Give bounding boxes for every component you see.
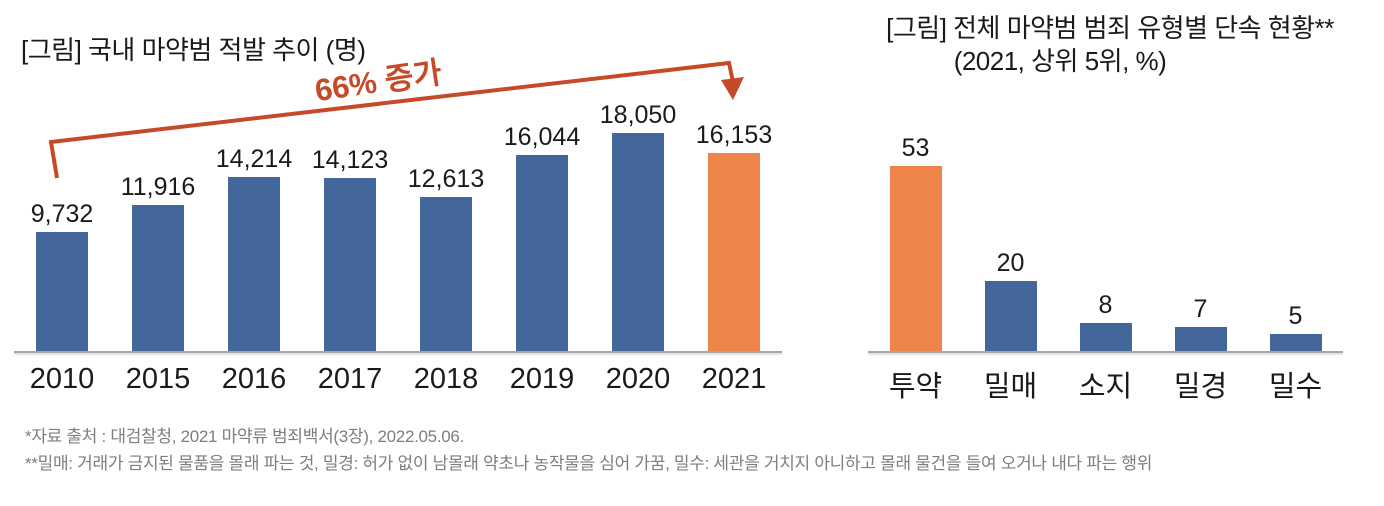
bar-value-label: 11,916 bbox=[120, 173, 196, 201]
x-axis-label: 2017 bbox=[317, 363, 383, 395]
x-axis-label: 2020 bbox=[605, 363, 671, 395]
x-axis-label: 밀수 bbox=[1268, 371, 1323, 403]
bar-group: 53 bbox=[868, 133, 963, 351]
bar-밀수 bbox=[1269, 334, 1322, 351]
right-chart-x-axis: 투약 밀매 소지 밀경 밀수 bbox=[868, 353, 1343, 405]
bar-value-label: 16,153 bbox=[695, 121, 773, 149]
x-axis-label: 2016 bbox=[221, 363, 287, 395]
bar-value-label: 14,123 bbox=[311, 146, 389, 174]
bar-group: 14,214 bbox=[206, 100, 302, 351]
bar-group: 7 bbox=[1153, 133, 1248, 351]
bar-group: 12,613 bbox=[398, 100, 494, 351]
bar-value-label: 20 bbox=[996, 249, 1025, 277]
bar-2010 bbox=[36, 232, 88, 351]
bar-밀매 bbox=[984, 281, 1037, 351]
x-axis-label: 투약 bbox=[888, 371, 943, 403]
left-chart-title: [그림] 국내 마약범 적발 추이 (명) bbox=[21, 34, 366, 65]
x-axis-label: 밀매 bbox=[983, 371, 1038, 403]
footnotes: *자료 출처 : 대검찰청, 2021 마약류 범죄백서(3장), 2022.0… bbox=[25, 423, 1152, 477]
right-chart-title-line1: [그림] 전체 마약범 범죄 유형별 단속 현황** bbox=[886, 13, 1334, 43]
right-chart-bars: 53 20 8 7 5 bbox=[868, 133, 1343, 353]
x-axis-label: 소지 bbox=[1078, 371, 1133, 403]
x-axis-label: 2015 bbox=[125, 363, 191, 395]
bar-value-label: 5 bbox=[1288, 302, 1303, 330]
x-axis-label: 2010 bbox=[29, 363, 95, 395]
bar-value-label: 18,050 bbox=[599, 101, 677, 129]
bar-2016 bbox=[228, 177, 280, 351]
bar-value-label: 53 bbox=[901, 134, 930, 162]
bar-value-label: 9,732 bbox=[30, 200, 94, 228]
bar-value-label: 16,044 bbox=[503, 123, 581, 151]
bar-value-label: 8 bbox=[1098, 291, 1113, 319]
bar-2015 bbox=[132, 205, 184, 351]
x-axis-label: 2019 bbox=[509, 363, 575, 395]
bar-투약 bbox=[889, 166, 942, 351]
bar-group: 16,153 bbox=[686, 100, 782, 351]
x-axis-label: 2018 bbox=[413, 363, 479, 395]
bar-group: 5 bbox=[1248, 133, 1343, 351]
bar-group: 18,050 bbox=[590, 100, 686, 351]
bar-value-label: 12,613 bbox=[407, 165, 485, 193]
x-axis-label: 밀경 bbox=[1173, 371, 1228, 403]
bar-group: 9,732 bbox=[14, 100, 110, 351]
x-axis-label: 2021 bbox=[701, 363, 767, 395]
bar-2019 bbox=[516, 155, 568, 351]
right-chart-plot: 53 20 8 7 5 투약 밀매 소지 밀경 밀수 bbox=[868, 133, 1343, 405]
left-chart-plot: 9,732 11,916 14,214 14,123 12,613 16,044 18,05… bbox=[14, 100, 782, 396]
bar-2017 bbox=[324, 178, 376, 351]
bar-밀경 bbox=[1174, 327, 1227, 351]
bar-group: 8 bbox=[1058, 133, 1153, 351]
bar-group: 11,916 bbox=[110, 100, 206, 351]
left-chart-x-axis: 2010 2015 2016 2017 2018 2019 2020 2021 bbox=[14, 353, 782, 396]
bar-group: 20 bbox=[963, 133, 1058, 351]
right-chart-title-line2: (2021, 상위 5위, %) bbox=[953, 46, 1167, 76]
bar-2020 bbox=[612, 133, 664, 351]
left-chart-bars: 9,732 11,916 14,214 14,123 12,613 16,044 18,05… bbox=[14, 100, 782, 353]
bar-2021 bbox=[708, 153, 760, 351]
bar-value-label: 7 bbox=[1193, 295, 1208, 323]
bar-2018 bbox=[420, 197, 472, 351]
bar-group: 14,123 bbox=[302, 100, 398, 351]
right-chart-title: [그림] 전체 마약범 범죄 유형별 단속 현황** (2021, 상위 5위,… bbox=[856, 12, 1364, 78]
bar-value-label: 14,214 bbox=[215, 145, 293, 173]
bar-소지 bbox=[1079, 323, 1132, 351]
footnote-source: *자료 출처 : 대검찰청, 2021 마약류 범죄백서(3장), 2022.0… bbox=[25, 427, 464, 446]
bar-group: 16,044 bbox=[494, 100, 590, 351]
footnote-definitions: **밀매: 거래가 금지된 물품을 몰래 파는 것, 밀경: 허가 없이 남몰래… bbox=[25, 454, 1153, 473]
